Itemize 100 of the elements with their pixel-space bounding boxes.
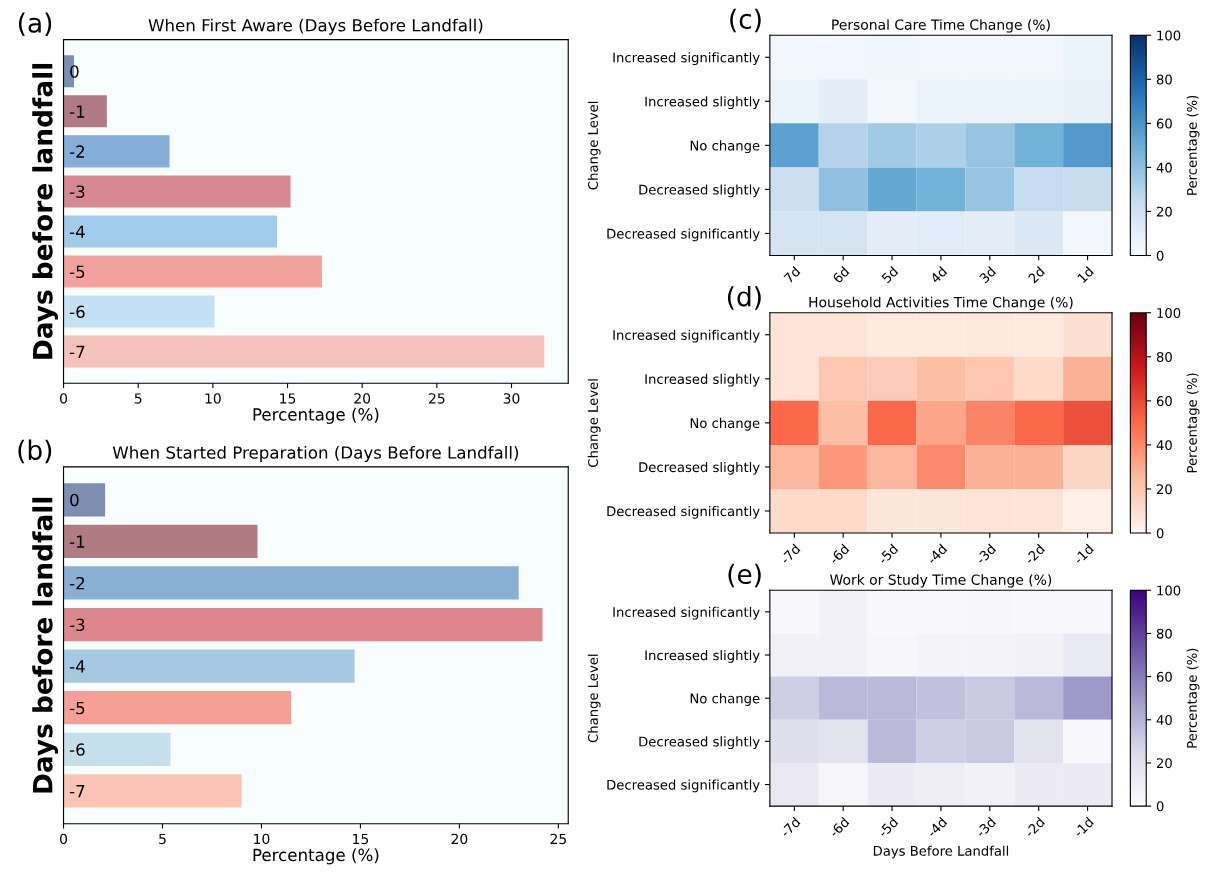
color-bar-label: 0 (1156, 801, 1164, 812)
y-tick-label: -2 (69, 145, 85, 158)
color-bar-title: Percentage (%) (1186, 95, 1200, 195)
x-tick-label: 3d (978, 266, 997, 284)
x-tick-label: -2d (1023, 543, 1046, 565)
color-bar-title: Percentage (%) (1186, 648, 1200, 748)
text: (a) (18, 12, 52, 36)
y-tick-label: -3 (69, 185, 85, 198)
y-tick-label: Decreased slightly (639, 184, 760, 198)
y-axis-title: Days before landfall (32, 63, 58, 359)
bar (63, 483, 106, 517)
color-bar-label: 20 (1156, 484, 1172, 495)
x-tick-label: 1d (1076, 266, 1094, 284)
x-tick-label: 20 (451, 833, 468, 845)
y-axis-title: Change Level (587, 101, 601, 190)
color-bar-label: 60 (1156, 396, 1172, 407)
x-tick-label: -4d (926, 543, 948, 565)
text: (b) (18, 439, 52, 464)
chart-title: Personal Care Time Change (%) (832, 19, 1050, 33)
x-tick-label: -7d (779, 816, 801, 838)
x-tick-label: 25 (550, 833, 566, 845)
bar (63, 649, 355, 683)
chart-title: When Started Preparation (Days Before Landfall) (112, 445, 519, 463)
color-bar-label: 80 (1156, 74, 1172, 85)
x-tick-label: 5d (880, 266, 899, 284)
x-tick-label: -6d (828, 816, 850, 838)
color-bar-title: Percentage (%) (1186, 373, 1200, 473)
y-tick-label: -5 (69, 265, 85, 279)
y-tick-label: No change (690, 140, 760, 154)
color-bar-label: 100 (1157, 307, 1181, 318)
y-tick-label: -4 (69, 660, 85, 673)
y-tick-label: Decreased significantly (607, 779, 760, 793)
y-tick-label: 0 (70, 493, 79, 507)
color-bar-label: 60 (1156, 671, 1172, 682)
bar (63, 95, 107, 128)
x-tick-label: 30 (503, 393, 520, 404)
x-tick-label: -1d (1072, 816, 1094, 838)
bar (63, 732, 171, 766)
x-tick-label: 15 (280, 393, 296, 404)
x-tick-label: 10 (205, 393, 221, 404)
bar (63, 607, 543, 642)
x-tick-label: 5 (159, 833, 166, 845)
color-bar-label: 80 (1156, 352, 1172, 363)
y-tick-label: -2 (69, 576, 85, 590)
y-tick-label: -7 (69, 785, 85, 798)
y-tick-label: Increased significantly (613, 52, 760, 66)
y-tick-label: Decreased slightly (639, 736, 760, 750)
x-tick-label: 0 (60, 833, 68, 845)
y-tick-label: Increased slightly (645, 96, 760, 110)
y-axis-title: Change Level (587, 379, 601, 467)
y-tick-label: Decreased significantly (607, 505, 760, 519)
y-tick-label: -4 (69, 225, 85, 238)
color-bar-label: 40 (1156, 715, 1172, 725)
y-tick-label: -1 (69, 105, 85, 118)
bar (63, 175, 291, 208)
x-tick-label: -7d (779, 543, 801, 565)
y-tick-label: Increased significantly (613, 606, 760, 620)
text: (d) (727, 286, 761, 310)
x-tick-label: 5 (134, 393, 142, 404)
y-tick-label: Decreased slightly (639, 461, 760, 475)
y-tick-label: Increased slightly (645, 650, 760, 663)
x-tick-label: 15 (353, 833, 369, 845)
y-tick-label: No change (690, 417, 760, 431)
bar (63, 135, 170, 168)
x-tick-label: -1d (1072, 543, 1094, 565)
bar (63, 295, 215, 328)
chart-title: Household Activities Time Change (%) (809, 296, 1073, 311)
color-bar-label: 20 (1156, 206, 1172, 217)
x-tick-label: -5d (877, 816, 899, 838)
chart-title: When First Aware (Days Before Landfall) (148, 18, 483, 35)
x-tick-label: -3d (975, 543, 997, 565)
bar (63, 215, 278, 248)
bar (63, 566, 519, 600)
y-tick-label: -3 (69, 618, 85, 632)
x-tick-label: 0 (60, 393, 68, 404)
bar (63, 691, 292, 725)
x-tick-label: -3d (975, 816, 997, 838)
y-tick-label: No change (690, 693, 760, 706)
color-bar-label: 80 (1156, 628, 1172, 639)
x-tick-label: 20 (354, 393, 371, 404)
x-axis-title: Percentage (%) (253, 407, 379, 424)
color-bar-label: 100 (1157, 30, 1181, 41)
y-tick-label: -5 (69, 701, 85, 715)
color-bar-label: 60 (1156, 118, 1172, 129)
y-axis-title: Days before landfall (32, 497, 58, 793)
y-tick-label: -6 (69, 305, 85, 319)
y-tick-label: Increased slightly (645, 373, 760, 387)
color-bar-label: 40 (1156, 440, 1172, 451)
color-bar-label: 100 (1157, 585, 1181, 596)
x-tick-label: 25 (429, 393, 445, 404)
bar (63, 335, 545, 368)
x-axis-title: Percentage (%) (253, 848, 379, 865)
x-tick-label: 4d (929, 266, 948, 284)
x-tick-label: -6d (828, 543, 850, 565)
y-tick-label: Increased significantly (613, 329, 760, 343)
chart-title: Work or Study Time Change (%) (830, 574, 1052, 588)
x-tick-label: 6d (831, 266, 850, 284)
bar (63, 774, 242, 808)
bar (63, 524, 258, 558)
x-tick-label: 7d (783, 266, 801, 284)
